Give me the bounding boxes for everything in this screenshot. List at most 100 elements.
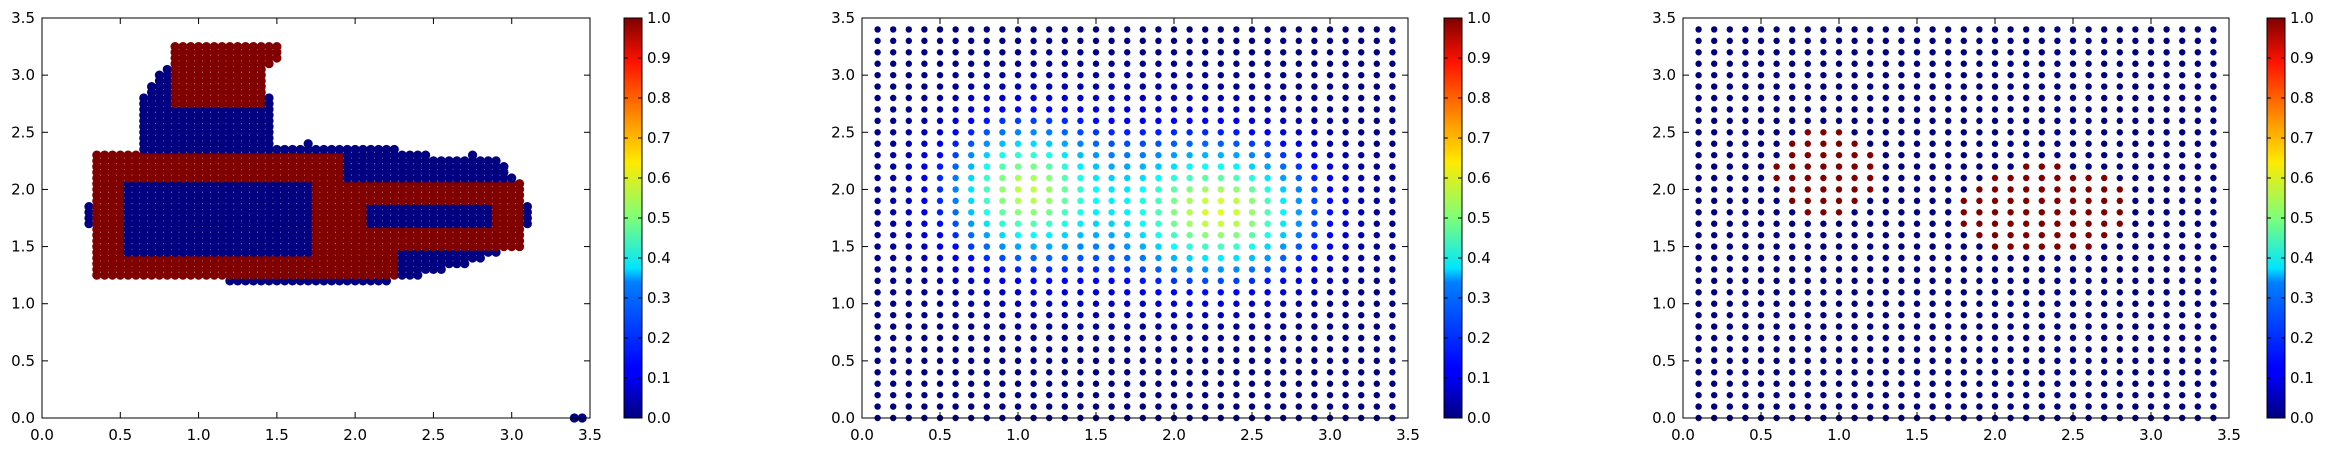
scatter-point — [272, 144, 282, 155]
scatter-point — [1092, 140, 1100, 147]
scatter-point — [2101, 323, 2108, 330]
scatter-point — [2163, 49, 2170, 56]
scatter-point — [1202, 163, 1209, 170]
scatter-point — [1014, 83, 1022, 90]
scatter-point — [2147, 94, 2155, 102]
scatter-point — [1373, 243, 1381, 250]
scatter-point — [1326, 357, 1334, 365]
scatter-point — [1295, 277, 1303, 285]
scatter-point — [921, 311, 928, 319]
scatter-point — [1742, 403, 1749, 410]
scatter-point — [1233, 289, 1240, 296]
scatter-point — [1295, 106, 1303, 113]
scatter-point — [1077, 129, 1084, 136]
scatter-point — [1170, 391, 1178, 399]
scatter-point — [1248, 117, 1256, 125]
scatter-point — [2101, 220, 2108, 227]
scatter-point — [2054, 266, 2061, 273]
scatter-point — [1711, 197, 1718, 205]
scatter-point — [2054, 369, 2061, 376]
scatter-point — [1186, 151, 1193, 159]
scatter-point — [1820, 254, 1827, 262]
scatter-point — [1929, 209, 1936, 216]
scatter-point — [1061, 106, 1069, 113]
scatter-point — [1898, 346, 1905, 353]
x-tick-label: 0.5 — [108, 426, 132, 444]
scatter-point — [1711, 346, 1718, 353]
scatter-point — [874, 163, 881, 170]
scatter-point — [890, 106, 897, 113]
scatter-point — [1139, 403, 1147, 410]
scatter-point — [890, 369, 897, 376]
scatter-point — [2179, 357, 2186, 365]
scatter-point — [1851, 391, 1858, 399]
scatter-point — [874, 300, 881, 307]
scatter-point — [1991, 334, 1999, 342]
scatter-point — [1389, 94, 1396, 102]
scatter-point — [1186, 289, 1193, 296]
scatter-point — [84, 201, 94, 212]
scatter-point — [1991, 83, 1999, 90]
scatter-point — [1991, 323, 1999, 330]
scatter-point — [1882, 243, 1890, 250]
scatter-point — [1124, 49, 1131, 56]
scatter-point — [1264, 26, 1271, 33]
scatter-point — [2054, 26, 2061, 33]
scatter-point — [1882, 151, 1890, 159]
scatter-point — [1202, 277, 1209, 285]
x-tick-label: 1.0 — [1827, 426, 1851, 444]
scatter-point — [295, 144, 305, 155]
scatter-point — [1945, 380, 1952, 387]
scatter-point — [1726, 323, 1734, 330]
scatter-point — [1186, 37, 1193, 45]
scatter-point — [1773, 277, 1780, 285]
scatter-point — [1342, 346, 1349, 353]
scatter-point — [921, 391, 928, 399]
scatter-point — [1804, 266, 1812, 273]
scatter-point — [1976, 254, 1983, 262]
plot-area-frame — [41, 17, 591, 419]
scatter-point — [952, 26, 959, 33]
scatter-point — [1945, 254, 1952, 262]
scatter-point — [1695, 334, 1702, 342]
scatter-point — [2210, 369, 2217, 376]
scatter-point — [1155, 163, 1162, 170]
scatter-point — [2163, 83, 2170, 90]
scatter-point — [983, 369, 990, 376]
scatter-point — [2069, 346, 2077, 353]
scatter-point — [2069, 243, 2077, 250]
scatter-point — [983, 380, 990, 387]
scatter-point — [1108, 323, 1115, 330]
scatter-point — [1280, 300, 1287, 307]
scatter-point — [1835, 37, 1843, 45]
scatter-point — [1311, 300, 1318, 307]
scatter-point — [1358, 391, 1365, 399]
scatter-point — [1804, 94, 1812, 102]
scatter-point — [1742, 26, 1749, 33]
scatter-point — [1742, 117, 1749, 125]
scatter-point — [1217, 311, 1225, 319]
y-tick-label: 2.0 — [11, 180, 35, 198]
x-tick-label: 3.0 — [1318, 426, 1342, 444]
scatter-point — [1695, 311, 1702, 319]
scatter-point — [921, 60, 928, 67]
scatter-point — [1155, 60, 1162, 67]
scatter-point — [2007, 311, 2014, 319]
scatter-point — [1742, 71, 1749, 79]
scatter-point — [1789, 140, 1796, 147]
scatter-point — [1280, 151, 1287, 159]
scatter-point — [1898, 71, 1905, 79]
scatter-point — [2023, 106, 2030, 113]
scatter-point — [1342, 277, 1349, 285]
scatter-point — [1976, 140, 1983, 147]
scatter-point — [1139, 129, 1147, 136]
scatter-point — [2147, 231, 2155, 239]
scatter-point — [1280, 231, 1287, 239]
scatter-point — [1311, 243, 1318, 250]
scatter-point — [1108, 369, 1115, 376]
scatter-point — [1280, 277, 1287, 285]
scatter-point — [1202, 106, 1209, 113]
scatter-point — [1835, 26, 1843, 33]
scatter-point — [2116, 117, 2123, 125]
scatter-point — [1046, 37, 1053, 45]
